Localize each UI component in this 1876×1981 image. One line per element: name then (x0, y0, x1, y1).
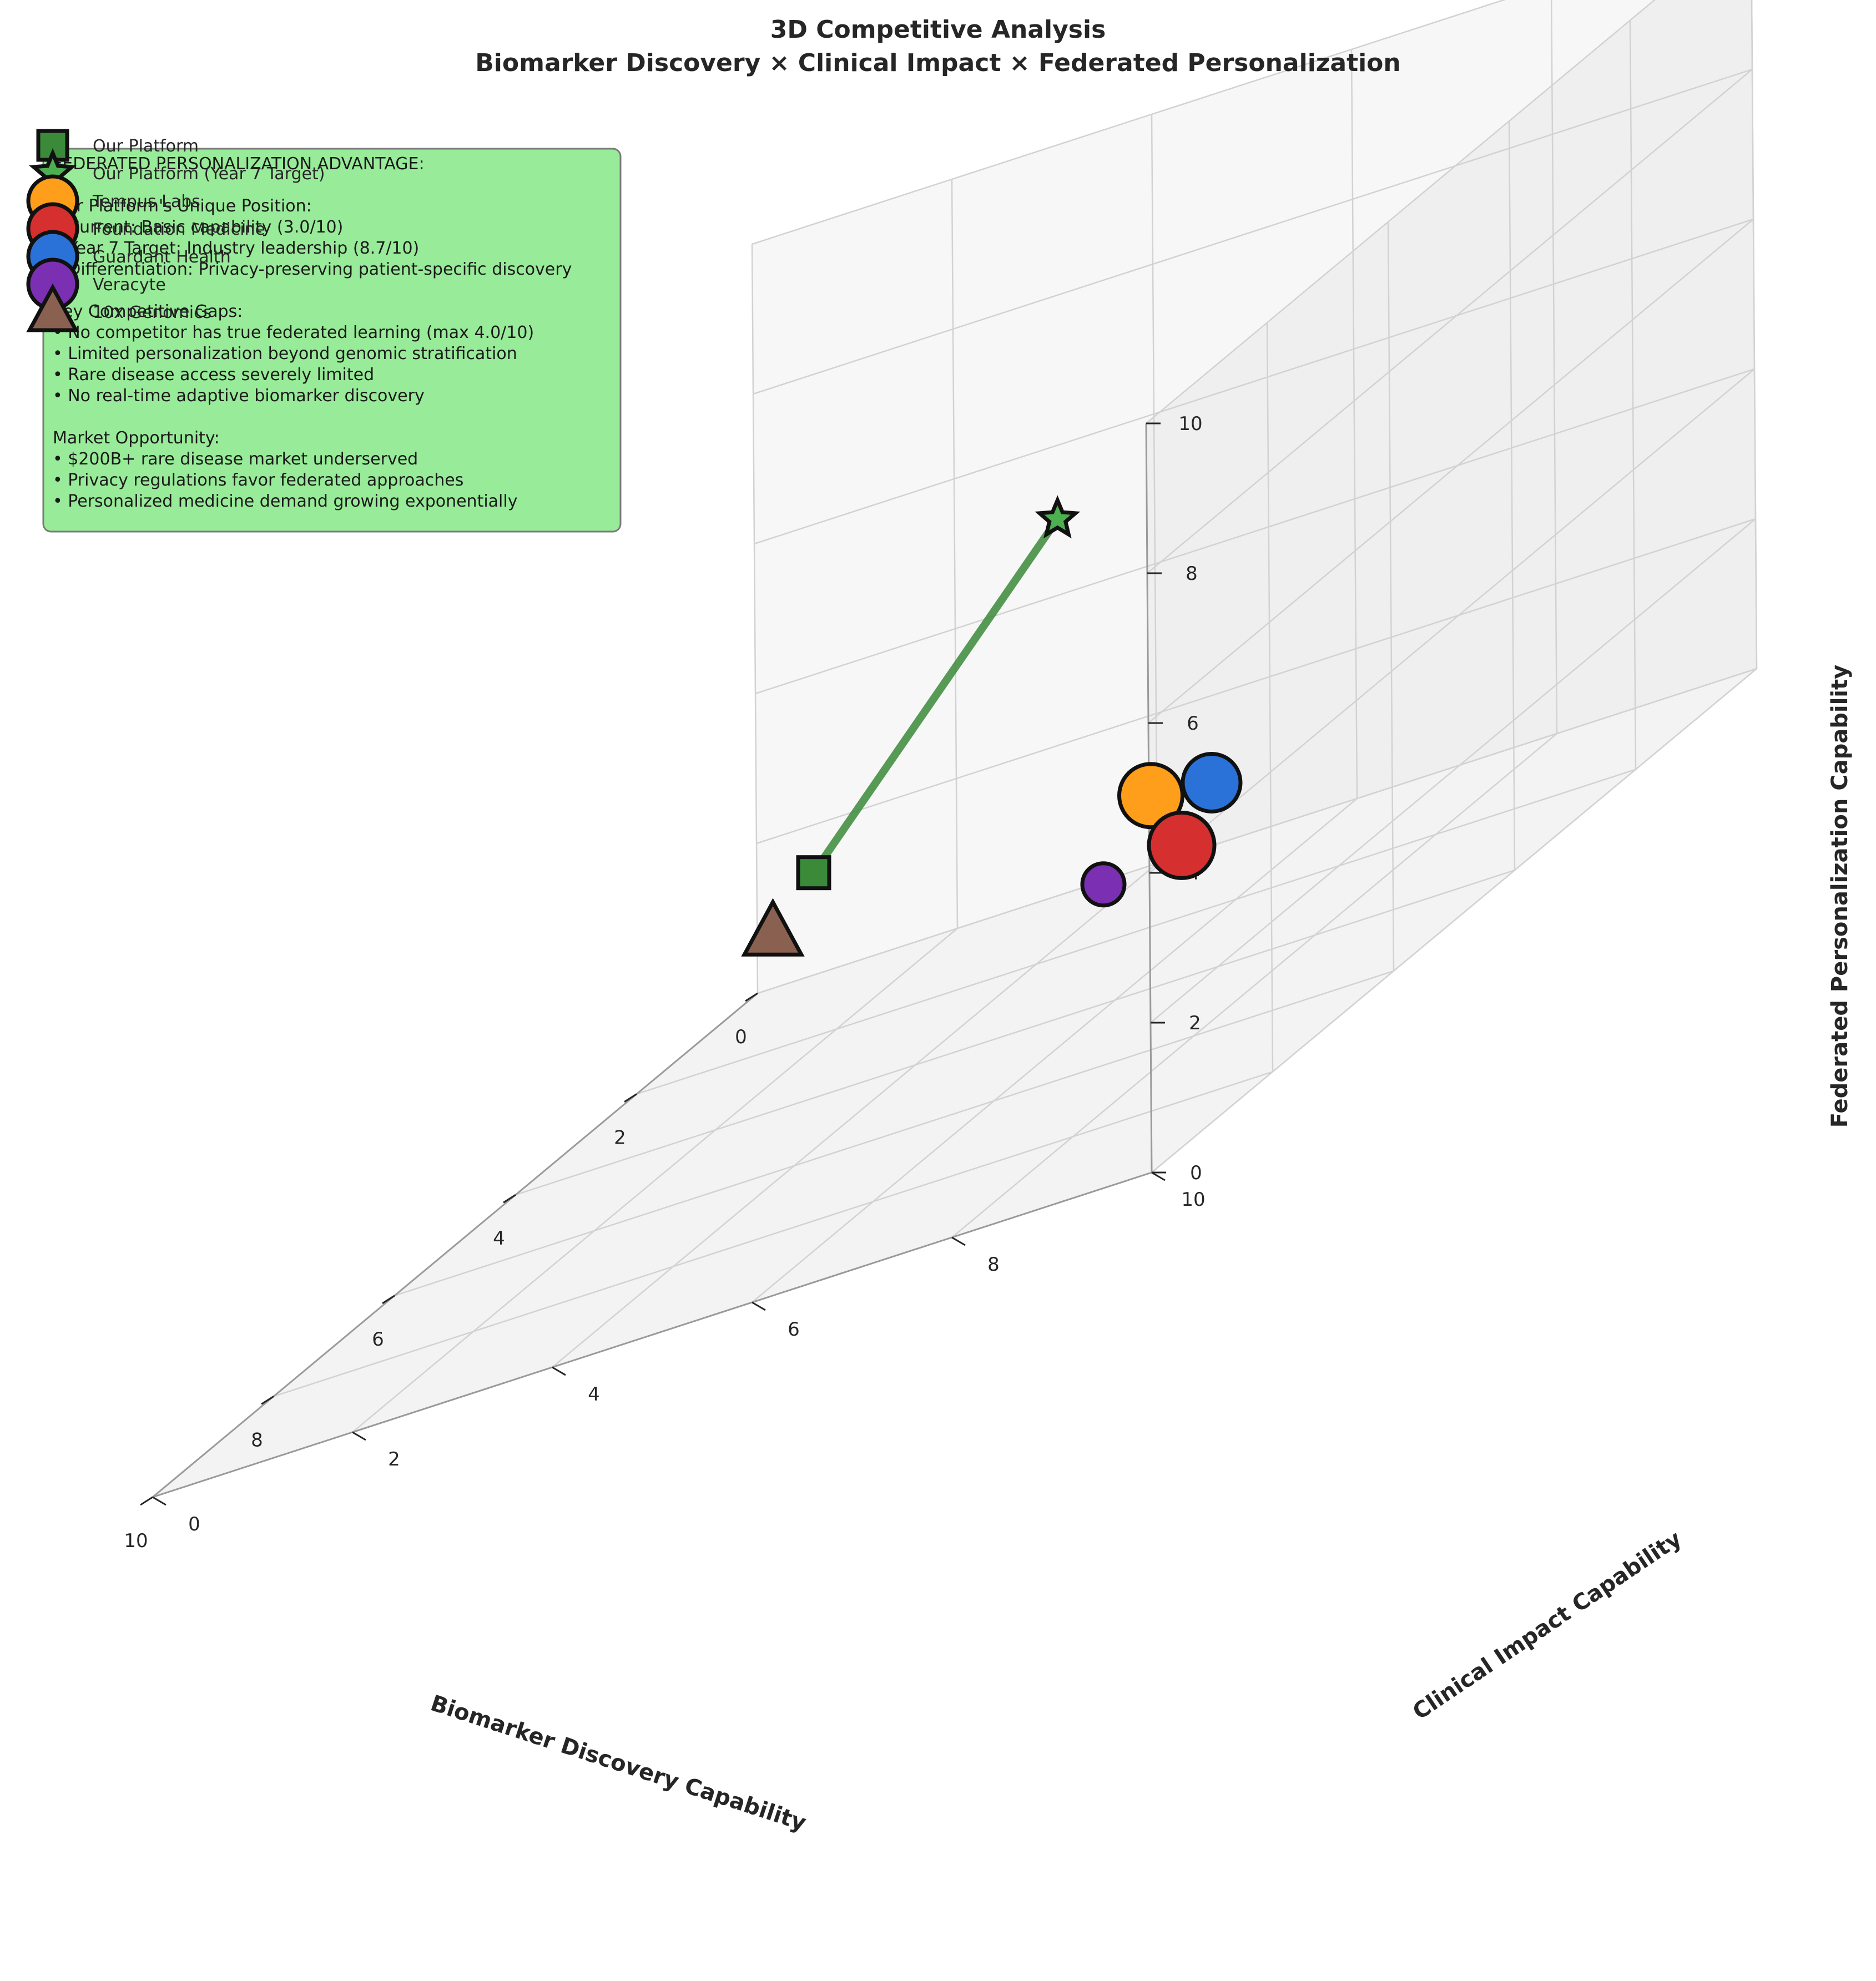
x-tick-label: 10 (124, 1530, 148, 1552)
annotation-line: • Rare disease access severely limited (53, 365, 374, 385)
annotation-line: Our Platform's Unique Position: (53, 196, 312, 216)
x-tick-label: 2 (614, 1127, 626, 1149)
y-tick (552, 1366, 566, 1376)
x-axis-line (152, 992, 758, 1498)
annotation-line: • Privacy regulations favor federated ap… (53, 471, 463, 490)
legend-marker (26, 283, 79, 332)
x-tick-label: 0 (735, 1026, 747, 1048)
legend: Our Platform Our Platform (Year 7 Target)… (26, 129, 325, 332)
chart-subtitle: Biomarker Discovery × Clinical Impact × … (475, 49, 1401, 77)
grid-line-z (753, 68, 1753, 574)
data-point-veracyte (1080, 861, 1127, 908)
y-tick (352, 1431, 366, 1441)
z-tick-label: 2 (1189, 1012, 1201, 1034)
legend-label: Our Platform (Year 7 Target) (93, 164, 325, 184)
x-tick (624, 1093, 637, 1103)
y-tick (951, 1236, 966, 1246)
grid-line-z (752, 0, 1656, 424)
z-tick-label: 0 (1190, 1162, 1202, 1184)
annotation-line: • Personalized medicine demand growing e… (53, 492, 517, 511)
z-axis-label: Federated Personalization Capability (1827, 665, 1853, 1128)
x-tick (745, 992, 758, 1002)
annotation-line: Market Opportunity: (53, 428, 220, 448)
x-tick-label: 4 (493, 1227, 505, 1250)
trajectory-line (810, 515, 1062, 877)
z-tick-label: 6 (1187, 712, 1199, 735)
legend-label: 10x Genomics (93, 303, 211, 322)
grid-line-z (754, 218, 1754, 724)
legend-label: Tempus Labs (92, 192, 200, 211)
annotation-line: Key Competitive Gaps: (53, 302, 243, 321)
data-point-10x-genomics (741, 898, 805, 957)
annotation-line: • $200B+ rare disease market underserved (53, 449, 418, 469)
x-axis-label: Biomarker Discovery Capability (427, 1690, 809, 1836)
data-point-our-platform-year-7-target (1035, 495, 1081, 539)
x-tick (503, 1194, 516, 1204)
annotation-line: • Year 7 Target: Industry leadership (8.… (53, 239, 419, 258)
annotation-line: • No competitor has true federated learn… (53, 323, 534, 342)
z-tick-label: 8 (1186, 563, 1198, 585)
z-tick-label: 10 (1178, 413, 1202, 435)
annotation-background (42, 148, 622, 533)
x-tick (140, 1496, 153, 1506)
legend-label: Veracyte (93, 275, 166, 295)
annotation-line: • Current: Basic capability (3.0/10) (53, 218, 343, 237)
y-tick-label: 0 (188, 1513, 200, 1535)
annotation-text: FEDERATED PERSONALIZATION ADVANTAGE:Our … (53, 154, 572, 511)
y-axis-label: Clinical Impact Capability (1408, 1526, 1686, 1725)
annotation-line: FEDERATED PERSONALIZATION ADVANTAGE: (53, 154, 425, 174)
x-tick (261, 1396, 274, 1405)
x-tick-label: 6 (372, 1328, 384, 1351)
data-point-guardant-health (1181, 751, 1243, 813)
annotation-line: • Differentiation: Privacy-preserving pa… (53, 260, 572, 279)
y-tick-label: 4 (588, 1383, 600, 1406)
x-tick-label: 8 (251, 1429, 263, 1451)
annotation-box: FEDERATED PERSONALIZATION ADVANTAGE:Our … (42, 148, 622, 533)
y-tick-label: 8 (987, 1254, 1000, 1276)
chart-title: 3D Competitive Analysis (770, 16, 1106, 44)
y-tick-label: 2 (388, 1448, 400, 1470)
data-marks (741, 495, 1243, 957)
grid-line-z (755, 368, 1755, 873)
y-tick (1151, 1171, 1166, 1181)
legend-label: Our Platform (93, 137, 199, 156)
y-tick-label: 10 (1181, 1189, 1205, 1211)
data-point-tempus-labs (1117, 762, 1184, 830)
data-point-foundation-medicine (1147, 810, 1217, 880)
y-tick (152, 1496, 167, 1506)
y-tick-label: 6 (788, 1318, 800, 1341)
annotation-line: • No real-time adaptive biomarker discov… (53, 386, 425, 406)
legend-label: Guardant Health (93, 247, 231, 267)
annotation-line: • Limited personalization beyond genomic… (53, 344, 517, 363)
x-tick (382, 1295, 395, 1305)
grid-line-z (756, 518, 1756, 1023)
data-point-our-platform (796, 855, 831, 891)
y-tick (752, 1301, 766, 1311)
legend-label: Foundation Medicine (93, 220, 265, 239)
y-axis-line (152, 1171, 1152, 1498)
